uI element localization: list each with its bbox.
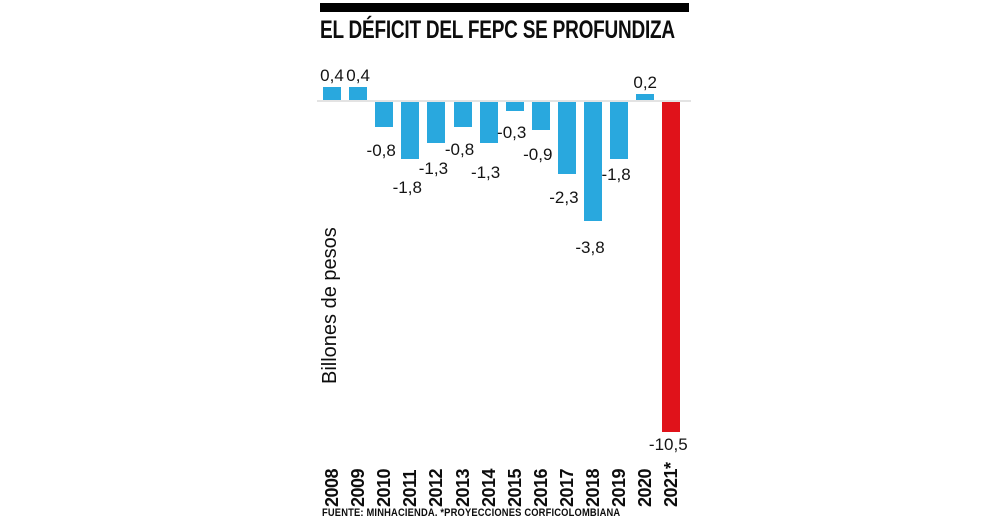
value-label-2010: -0,8	[366, 141, 396, 160]
bar-2017	[557, 102, 576, 174]
bar-2011	[401, 102, 420, 159]
bar-2020	[636, 94, 655, 100]
value-label-2014: -1,3	[470, 163, 501, 182]
x-tick-2019: 2019	[609, 468, 630, 507]
value-label-2018: -3,8	[575, 238, 605, 257]
x-tick-2008: 2008	[322, 468, 342, 507]
value-label-2017: -2,3	[549, 188, 579, 207]
bar-2014	[479, 102, 498, 143]
value-label-2008: 0,4	[320, 66, 344, 85]
bar-2018	[584, 102, 602, 221]
title-rule	[320, 3, 689, 12]
bar-2019	[610, 102, 629, 159]
value-label-2021*: -10,5	[648, 435, 688, 454]
value-label-2019: -1,8	[601, 165, 631, 184]
value-label-2015: -0,3	[497, 123, 527, 142]
bar-2021*	[662, 102, 681, 432]
value-label-2016: -0,9	[523, 145, 553, 164]
x-tick-2016: 2016	[530, 468, 551, 507]
zero-baseline	[317, 100, 691, 102]
x-tick-2021*: 2021*	[661, 462, 682, 507]
x-tick-2014: 2014	[478, 468, 499, 507]
bar-2012	[427, 102, 446, 143]
x-tick-2017: 2017	[556, 468, 577, 507]
value-label-2011: -1,8	[392, 178, 422, 197]
x-tick-2018: 2018	[583, 468, 603, 507]
bar-2010	[375, 102, 394, 127]
bar-2016	[531, 102, 550, 130]
x-tick-2013: 2013	[452, 468, 473, 507]
x-tick-2012: 2012	[426, 468, 447, 507]
x-tick-2010: 2010	[374, 468, 395, 507]
value-label-2013: -0,8	[444, 140, 475, 159]
x-tick-2020: 2020	[635, 468, 656, 507]
bar-2009	[349, 87, 368, 100]
page-title: EL DÉFICIT DEL FEPC SE PROFUNDIZA	[320, 16, 675, 44]
value-label-2020: 0,2	[633, 73, 658, 92]
source-note: FUENTE: MINHACIENDA. *PROYECCIONES CORFI…	[322, 507, 621, 519]
y-axis-title: Billones de pesos	[319, 227, 341, 384]
bar-2008	[323, 87, 341, 100]
x-tick-2009: 2009	[348, 468, 369, 507]
value-label-2012: -1,3	[418, 159, 449, 178]
value-label-2009: 0,4	[346, 66, 370, 85]
bar-2015	[505, 102, 524, 111]
bar-2013	[453, 102, 472, 127]
x-tick-2011: 2011	[400, 469, 421, 507]
x-tick-2015: 2015	[504, 468, 525, 507]
